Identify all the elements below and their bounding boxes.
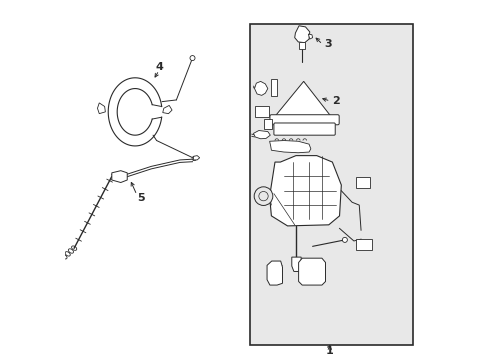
Text: 1: 1 — [325, 346, 333, 356]
Polygon shape — [266, 261, 282, 285]
Circle shape — [190, 55, 195, 60]
Polygon shape — [308, 34, 312, 39]
Polygon shape — [294, 26, 309, 42]
Text: 5: 5 — [137, 193, 144, 203]
Bar — [355, 239, 371, 250]
FancyBboxPatch shape — [269, 115, 339, 125]
Polygon shape — [254, 81, 267, 95]
Bar — [355, 177, 369, 188]
Circle shape — [49, 267, 53, 271]
Text: 2: 2 — [332, 96, 340, 106]
Polygon shape — [163, 105, 172, 114]
Polygon shape — [97, 103, 105, 114]
Polygon shape — [193, 156, 199, 160]
Polygon shape — [291, 257, 301, 271]
Polygon shape — [274, 81, 331, 117]
Text: 4: 4 — [155, 62, 163, 72]
FancyBboxPatch shape — [273, 123, 335, 135]
Bar — [270, 78, 276, 96]
Bar — [298, 42, 304, 49]
Circle shape — [254, 187, 272, 206]
Circle shape — [258, 192, 267, 201]
Polygon shape — [269, 140, 310, 153]
Circle shape — [342, 237, 346, 242]
Circle shape — [192, 156, 196, 161]
Text: 3: 3 — [324, 39, 331, 49]
Polygon shape — [298, 258, 325, 285]
Bar — [249, 24, 412, 345]
Polygon shape — [269, 156, 341, 226]
Bar — [254, 106, 268, 117]
Polygon shape — [253, 131, 270, 139]
Bar — [264, 119, 271, 129]
Polygon shape — [112, 171, 127, 183]
